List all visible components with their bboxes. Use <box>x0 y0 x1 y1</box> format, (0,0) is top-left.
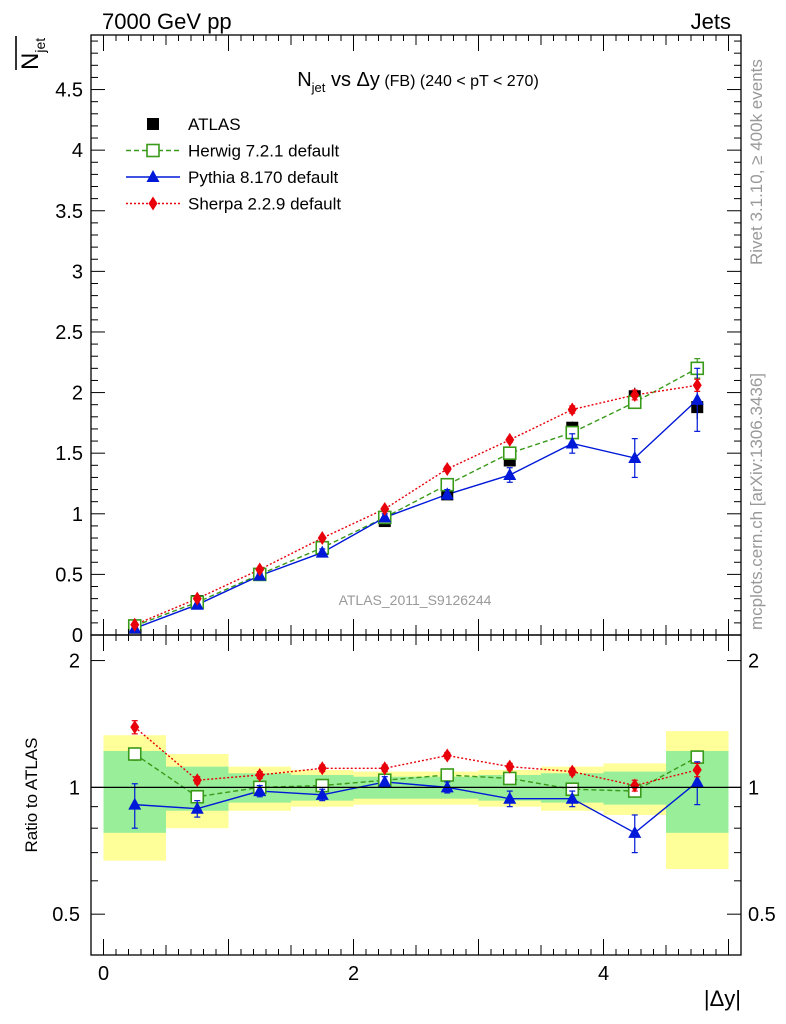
pythia-ratio-point-9 <box>690 774 704 787</box>
sherpa-ratio-point-4 <box>380 761 390 776</box>
sherpa-main-point-3 <box>317 531 327 546</box>
pythia-main-point-7 <box>565 436 579 449</box>
pythia-main-point-3 <box>315 545 329 558</box>
legend-label-sherpa: Sherpa 2.2.9 default <box>188 195 341 214</box>
pythia-main-point-8 <box>628 451 642 464</box>
legend-label-pythia: Pythia 8.170 default <box>188 168 339 187</box>
sherpa-main-point-5 <box>442 461 452 476</box>
ratio-y-tick-label-left-1: 1 <box>69 777 80 799</box>
legend-label-atlas: ATLAS <box>188 115 241 134</box>
main-plot-data <box>127 358 705 634</box>
sherpa-ratio-point-8 <box>630 778 640 793</box>
title-n: N <box>297 69 311 91</box>
pythia-ratio-point-8 <box>628 825 642 838</box>
y-label-sub: jet <box>32 38 48 54</box>
plot-title: Njet vs Δy (FB) (240 < pT < 270) <box>297 69 539 95</box>
herwig-ratio-point-6 <box>502 771 517 786</box>
ratio-y-axis-label: Ratio to ATLAS <box>22 738 41 853</box>
herwig-main-point-6 <box>502 446 517 460</box>
energy-label: 7000 GeV pp <box>102 9 232 34</box>
title-dy: Δy <box>357 69 380 91</box>
sherpa-ratio-point-9 <box>692 762 702 777</box>
sherpa-main-point-2 <box>255 562 265 577</box>
title-range: (240 < pT < 270) <box>420 73 539 90</box>
sherpa-main-point-6 <box>505 432 515 447</box>
y-label-n: N <box>17 53 44 70</box>
ratio-y-tick-label-left-2: 2 <box>69 651 80 673</box>
ratio-y-tick-label-right-0: 0.5 <box>748 904 776 926</box>
axis-tick-labels: 0 0.5 1 1.5 2 2.5 3 3.5 4 4.5 0 2 4 0.5 0.5 1 1 2 2 <box>52 80 776 985</box>
pythia-ratio-point-4 <box>378 774 392 787</box>
analysis-watermark: ATLAS_2011_S9126244 <box>339 592 492 608</box>
ratio-y-tick-label-right-1: 1 <box>748 777 759 799</box>
x-tick-label-1: 2 <box>348 963 359 985</box>
main-y-axis-label: Njet <box>15 36 48 70</box>
legend-marker-pythia <box>146 170 160 182</box>
category-label: Jets <box>691 9 731 34</box>
main-y-tick-label-3: 1.5 <box>55 443 83 465</box>
main-y-tick-label-4: 2 <box>72 383 83 405</box>
sherpa-main-point-1 <box>192 591 202 606</box>
sherpa-main-point-9 <box>692 378 702 393</box>
axis-ticks <box>90 35 742 956</box>
ratio-y-tick-label-right-2: 2 <box>748 651 759 673</box>
main-y-tick-label-9: 4.5 <box>55 80 83 102</box>
pythia-main-line <box>134 399 698 629</box>
sherpa-ratio-point-1 <box>192 773 202 788</box>
rivet-version-text: Rivet 3.1.10, ≥ 400k events <box>747 59 766 265</box>
ratio-plot-data <box>127 720 705 854</box>
sherpa-main-point-4 <box>380 501 390 516</box>
main-y-tick-label-1: 0.5 <box>55 564 83 586</box>
pythia-main-point-6 <box>503 468 517 480</box>
legend-label-herwig: Herwig 7.2.1 default <box>188 142 339 161</box>
legend-marker-sherpa <box>148 196 158 211</box>
sherpa-ratio-point-0 <box>130 720 140 735</box>
sherpa-ratio-point-3 <box>317 761 327 776</box>
legend: ATLAS Herwig 7.2.1 default Pythia 8.170 de… <box>126 115 341 214</box>
pythia-ratio-point-0 <box>128 797 142 810</box>
sherpa-main-line <box>134 384 698 626</box>
main-y-tick-label-6: 3 <box>72 261 83 283</box>
pythia-ratio-point-7 <box>565 791 579 804</box>
x-tick-label-0: 0 <box>98 963 109 985</box>
title-vs: vs <box>325 69 356 91</box>
legend-marker-herwig <box>146 143 160 158</box>
ratio-y-tick-label-left-0: 0.5 <box>52 904 80 926</box>
pythia-ratio-point-6 <box>503 791 517 804</box>
pythia-ratio-point-1 <box>190 801 204 814</box>
pythia-main-point-5 <box>440 487 454 500</box>
pythia-ratio-line <box>134 781 698 834</box>
x-tick-label-2: 4 <box>598 963 609 985</box>
sherpa-ratio-line <box>134 726 698 787</box>
herwig-ratio-line <box>134 753 698 798</box>
pythia-ratio-point-2 <box>253 784 267 797</box>
sherpa-main-point-0 <box>130 617 140 632</box>
main-y-tick-label-8: 4 <box>72 140 83 162</box>
sherpa-ratio-point-2 <box>255 767 265 782</box>
mcplots-text: mcplots.cern.ch [arXiv:1306.3436] <box>747 373 766 630</box>
main-y-tick-label-7: 3.5 <box>55 201 83 223</box>
svg-text:Njet: Njet <box>17 38 48 70</box>
x-axis-label: |Δy| <box>704 986 741 1011</box>
sherpa-ratio-point-6 <box>505 759 515 774</box>
sherpa-main-point-7 <box>567 402 577 417</box>
legend-marker-atlas <box>147 118 159 130</box>
herwig-main-line <box>134 367 698 627</box>
herwig-ratio-point-0 <box>127 747 142 761</box>
title-fb: (FB) <box>380 73 420 90</box>
pythia-ratio-point-5 <box>440 780 454 793</box>
herwig-ratio-point-5 <box>440 768 455 782</box>
pythia-ratio-point-3 <box>315 787 329 800</box>
main-y-tick-label-0: 0 <box>72 625 83 647</box>
sherpa-ratio-point-7 <box>567 764 577 779</box>
sherpa-main-point-8 <box>630 388 640 402</box>
main-y-tick-label-5: 2.5 <box>55 322 83 344</box>
pythia-main-point-4 <box>378 510 392 523</box>
title-sub: jet <box>311 80 326 95</box>
main-y-tick-label-2: 1 <box>72 504 83 526</box>
sherpa-ratio-point-5 <box>442 748 452 763</box>
pythia-main-point-9 <box>690 392 704 405</box>
